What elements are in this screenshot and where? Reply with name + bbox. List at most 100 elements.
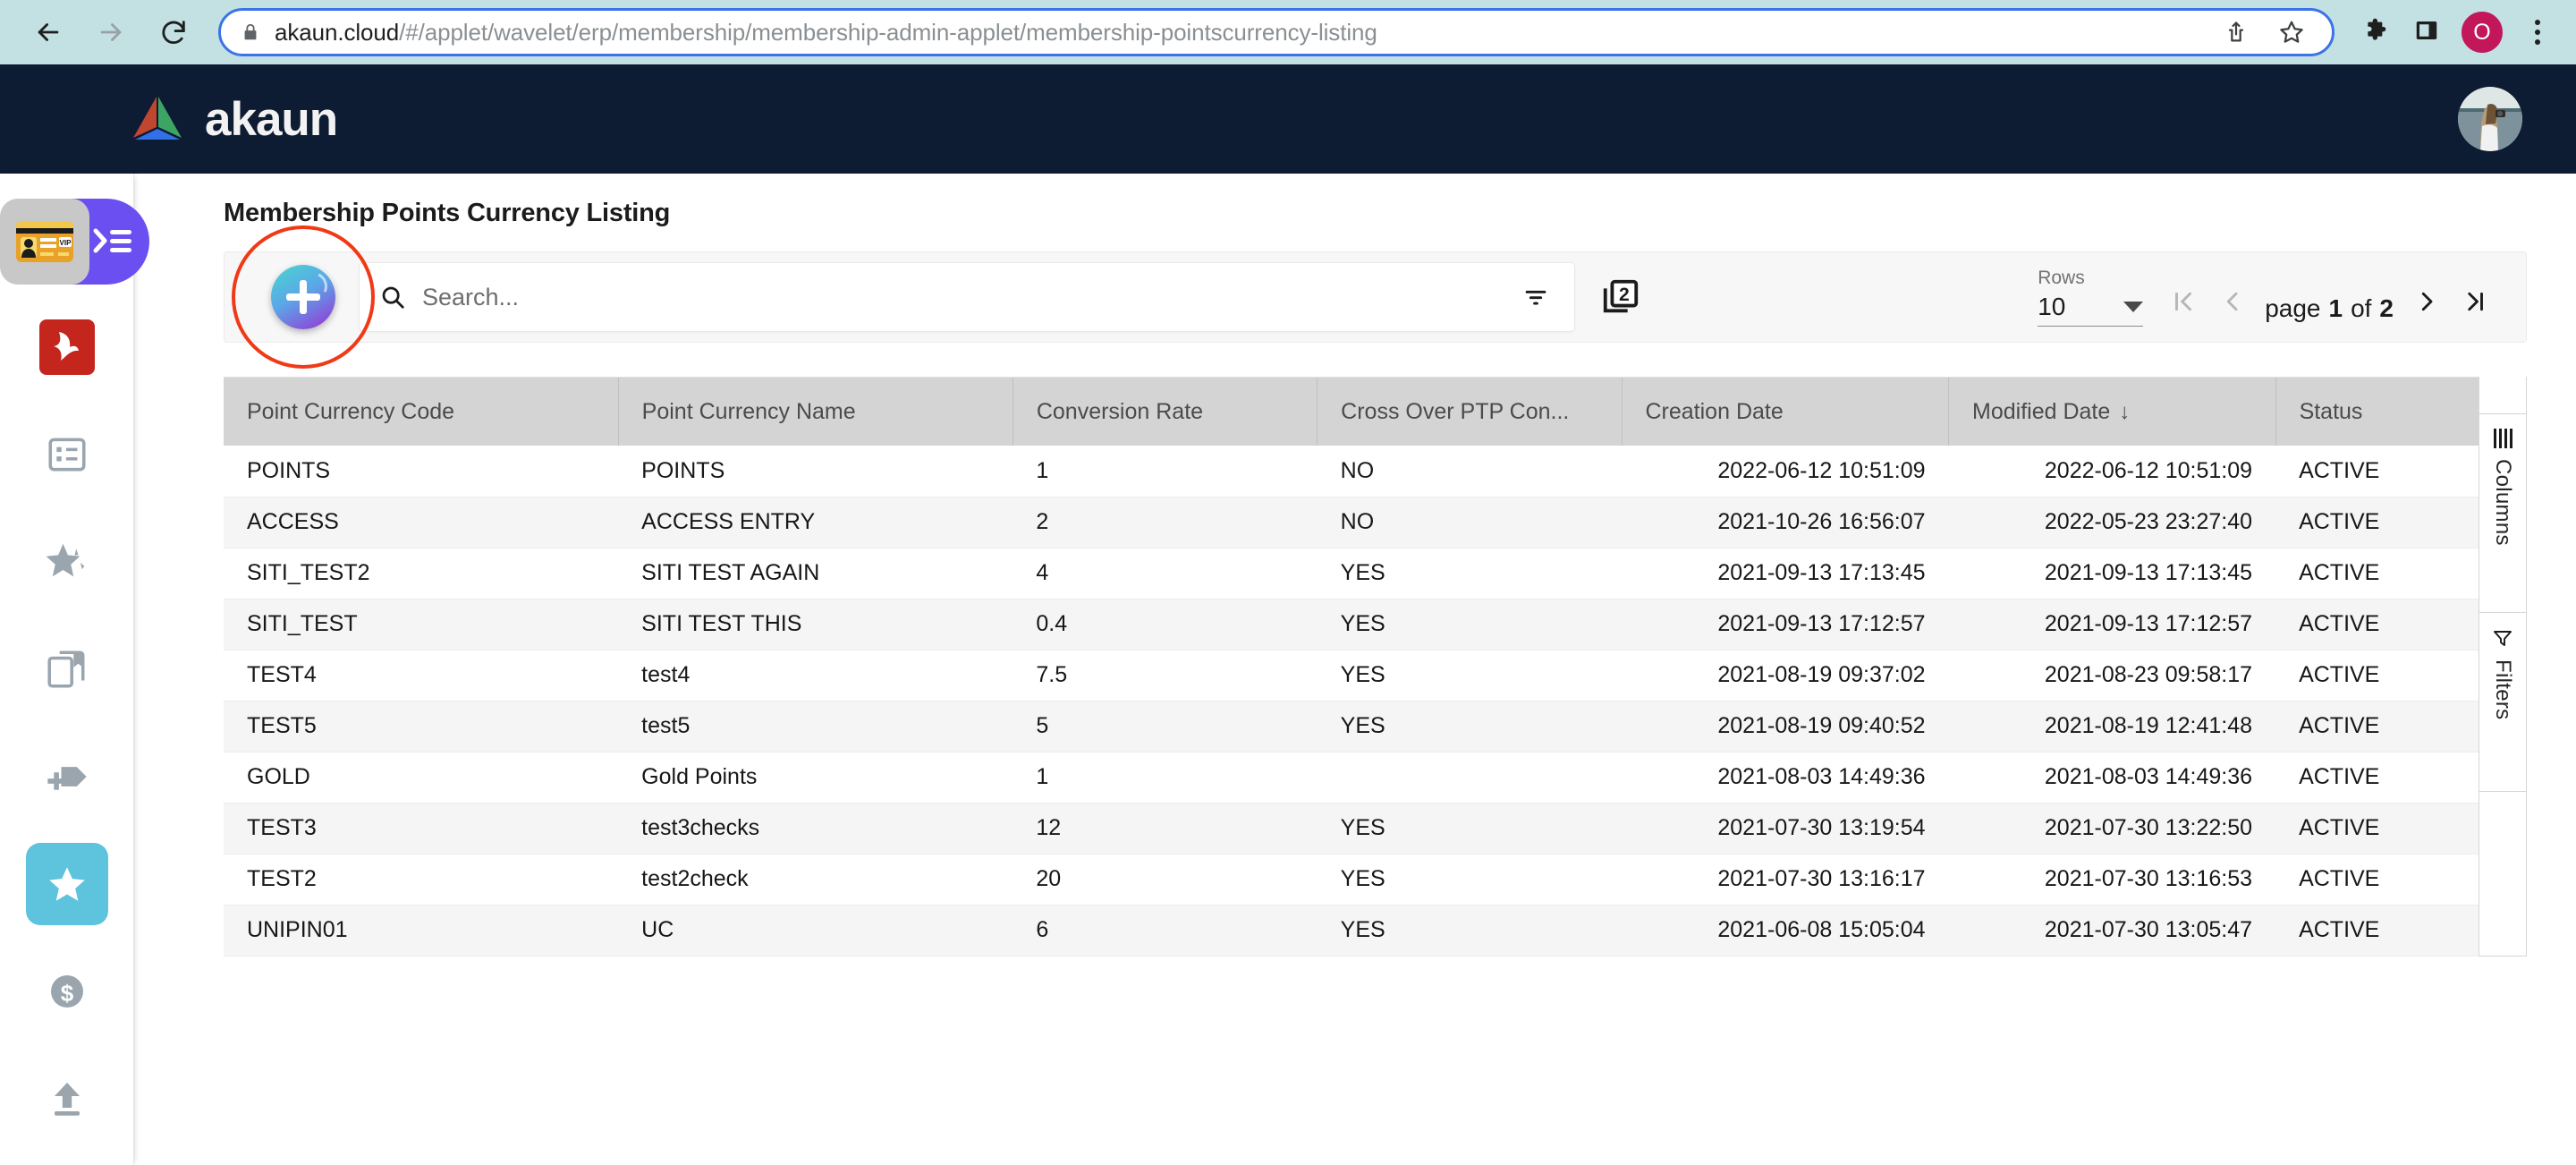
column-header-modified[interactable]: Modified Date ↓: [1948, 378, 2276, 446]
lock-icon: [241, 21, 260, 44]
list-icon: [47, 438, 86, 472]
star-outline-icon: [46, 543, 84, 577]
rows-select[interactable]: 10: [2038, 293, 2144, 327]
table-row[interactable]: SITI_TEST SITI TEST THIS 0.4 YES 2021-09-13 …: [224, 599, 2479, 650]
column-header-label: Cross Over PTP Con...: [1341, 398, 1570, 424]
rows-per-page[interactable]: Rows 10: [2038, 268, 2144, 327]
table-row[interactable]: ACCESS ACCESS ENTRY 2 NO 2021-10-26 16:56:07…: [224, 497, 2479, 548]
left-sidebar: VIP: [0, 174, 149, 1165]
extensions-button[interactable]: [2363, 16, 2392, 49]
columns-tab[interactable]: Columns: [2479, 414, 2527, 613]
sidebar-item-add-tag[interactable]: [26, 736, 108, 818]
last-page-button[interactable]: [2454, 276, 2496, 327]
table-row[interactable]: TEST4 test4 7.5 YES 2021-08-19 09:37:02 2021-…: [224, 650, 2479, 701]
share-button[interactable]: [2216, 12, 2257, 53]
first-page-button[interactable]: [2163, 276, 2204, 327]
filter-lines-icon[interactable]: [1521, 282, 1551, 312]
table-row[interactable]: TEST2 test2check 20 YES 2021-07-30 13:16:17 2…: [224, 854, 2479, 905]
cell-code: TEST4: [247, 662, 317, 687]
cell-name: SITI TEST AGAIN: [641, 560, 820, 585]
grid-side-tabs: Columns Filters: [2479, 377, 2527, 957]
sidebar-item-currency[interactable]: $: [26, 950, 108, 1033]
cell-created: 2021-07-30 13:19:54: [1717, 815, 1926, 840]
cell-status: ACTIVE: [2299, 713, 2380, 738]
red-brand-icon: [38, 319, 95, 375]
cell-rate: 20: [1036, 866, 1062, 891]
filters-tab[interactable]: Filters: [2479, 613, 2527, 792]
forward-button[interactable]: [88, 9, 134, 55]
sidebar-item-list[interactable]: [26, 413, 108, 496]
column-header-crossover[interactable]: Cross Over PTP Con...: [1317, 378, 1623, 446]
table-head: Point Currency Code Point Currency Name Co…: [224, 378, 2479, 446]
cell-modified: 2021-07-30 13:22:50: [2044, 815, 2253, 840]
akaun-prism-logo: [133, 97, 182, 140]
sidebar-item-books[interactable]: [26, 628, 108, 710]
table-row[interactable]: POINTS POINTS 1 NO 2022-06-12 10:51:09 2022-0…: [224, 446, 2479, 497]
column-header-rate[interactable]: Conversion Rate: [1013, 378, 1318, 446]
avatar[interactable]: [2458, 87, 2522, 151]
add-record-button[interactable]: [271, 265, 335, 329]
address-bar[interactable]: akaun.cloud/#/applet/wavelet/erp/members…: [218, 8, 2334, 56]
profile-avatar-button[interactable]: O: [2462, 12, 2503, 53]
layers-count-button[interactable]: 2: [1600, 276, 1641, 318]
back-button[interactable]: [25, 9, 72, 55]
data-grid: Point Currency Code Point Currency Name Co…: [224, 377, 2479, 957]
cell-name: ACCESS ENTRY: [641, 509, 816, 534]
search-input[interactable]: Search...: [422, 283, 520, 310]
svg-text:VIP: VIP: [60, 239, 72, 247]
cell-code: SITI_TEST2: [247, 560, 370, 585]
sidebar-item-upload[interactable]: [26, 1058, 108, 1140]
table-row[interactable]: TEST5 test5 5 YES 2021-08-19 09:40:52 2021-08…: [224, 701, 2479, 752]
last-page-icon: [2468, 292, 2483, 311]
page-word: page: [2265, 294, 2321, 322]
column-header-code[interactable]: Point Currency Code: [224, 378, 619, 446]
tag-plus-icon: [47, 767, 87, 790]
cell-modified: 2022-06-12 10:51:09: [2044, 457, 2253, 483]
cell-rate: 1: [1036, 764, 1049, 789]
table-row[interactable]: TEST3 test3checks 12 YES 2021-07-30 13:19:54…: [224, 803, 2479, 854]
cell-crossover: YES: [1340, 866, 1385, 891]
search-icon: [382, 286, 404, 309]
bookmark-button[interactable]: [2271, 12, 2312, 53]
next-page-button[interactable]: [2406, 276, 2447, 327]
cell-status: ACTIVE: [2299, 457, 2380, 483]
column-header-status[interactable]: Status: [2275, 378, 2479, 446]
cell-modified: 2021-08-19 12:41:48: [2044, 713, 2253, 738]
cell-crossover: NO: [1340, 509, 1375, 534]
back-arrow-icon: [38, 23, 59, 41]
side-panel-button[interactable]: [2413, 17, 2440, 48]
search-box[interactable]: Search...: [359, 262, 1575, 332]
kebab-dot: [2535, 39, 2540, 45]
table-row[interactable]: UNIPIN01 UC 6 YES 2021-06-08 15:05:04 2021-07…: [224, 905, 2479, 956]
column-header-created[interactable]: Creation Date: [1622, 378, 1950, 446]
cell-modified: 2021-08-03 14:49:36: [2044, 764, 2253, 789]
cell-status: ACTIVE: [2299, 815, 2380, 840]
funnel-icon: [2494, 631, 2512, 646]
cell-status: ACTIVE: [2299, 509, 2380, 534]
cell-rate: 6: [1036, 917, 1049, 942]
browser-menu-button[interactable]: [2524, 20, 2551, 45]
sidebar-item-brand[interactable]: [26, 306, 108, 388]
page-scroll-edge[interactable]: [2556, 174, 2576, 1165]
cell-code: TEST5: [247, 713, 317, 738]
cell-code: ACCESS: [247, 509, 339, 534]
cell-modified: 2021-07-30 13:05:47: [2044, 917, 2253, 942]
cell-code: POINTS: [247, 457, 331, 483]
reload-button[interactable]: [150, 9, 197, 55]
cell-created: 2022-06-12 10:51:09: [1717, 457, 1926, 483]
browser-extension-area: O: [2363, 12, 2551, 53]
sort-descending-icon: ↓: [2119, 399, 2131, 424]
url-host: akaun.cloud: [275, 18, 400, 46]
puzzle-piece-icon: [2368, 18, 2386, 40]
table-row[interactable]: SITI_TEST2 SITI TEST AGAIN 4 YES 2021-09-13 …: [224, 548, 2479, 599]
brand-logo[interactable]: akaun: [130, 93, 338, 145]
url-path: /#/applet/wavelet/erp/membership/members…: [399, 18, 1377, 46]
cell-crossover: YES: [1340, 917, 1385, 942]
column-header-name[interactable]: Point Currency Name: [618, 378, 1013, 446]
sidebar-item-membership-card[interactable]: VIP: [0, 199, 89, 285]
previous-page-button[interactable]: [2211, 276, 2252, 327]
sidebar-item-star[interactable]: [26, 521, 108, 603]
sidebar-item-points[interactable]: [25, 843, 108, 925]
cell-modified: 2021-09-13 17:12:57: [2044, 611, 2253, 636]
table-row[interactable]: GOLD Gold Points 1 2021-08-03 14:49:36 2021-…: [224, 752, 2479, 803]
